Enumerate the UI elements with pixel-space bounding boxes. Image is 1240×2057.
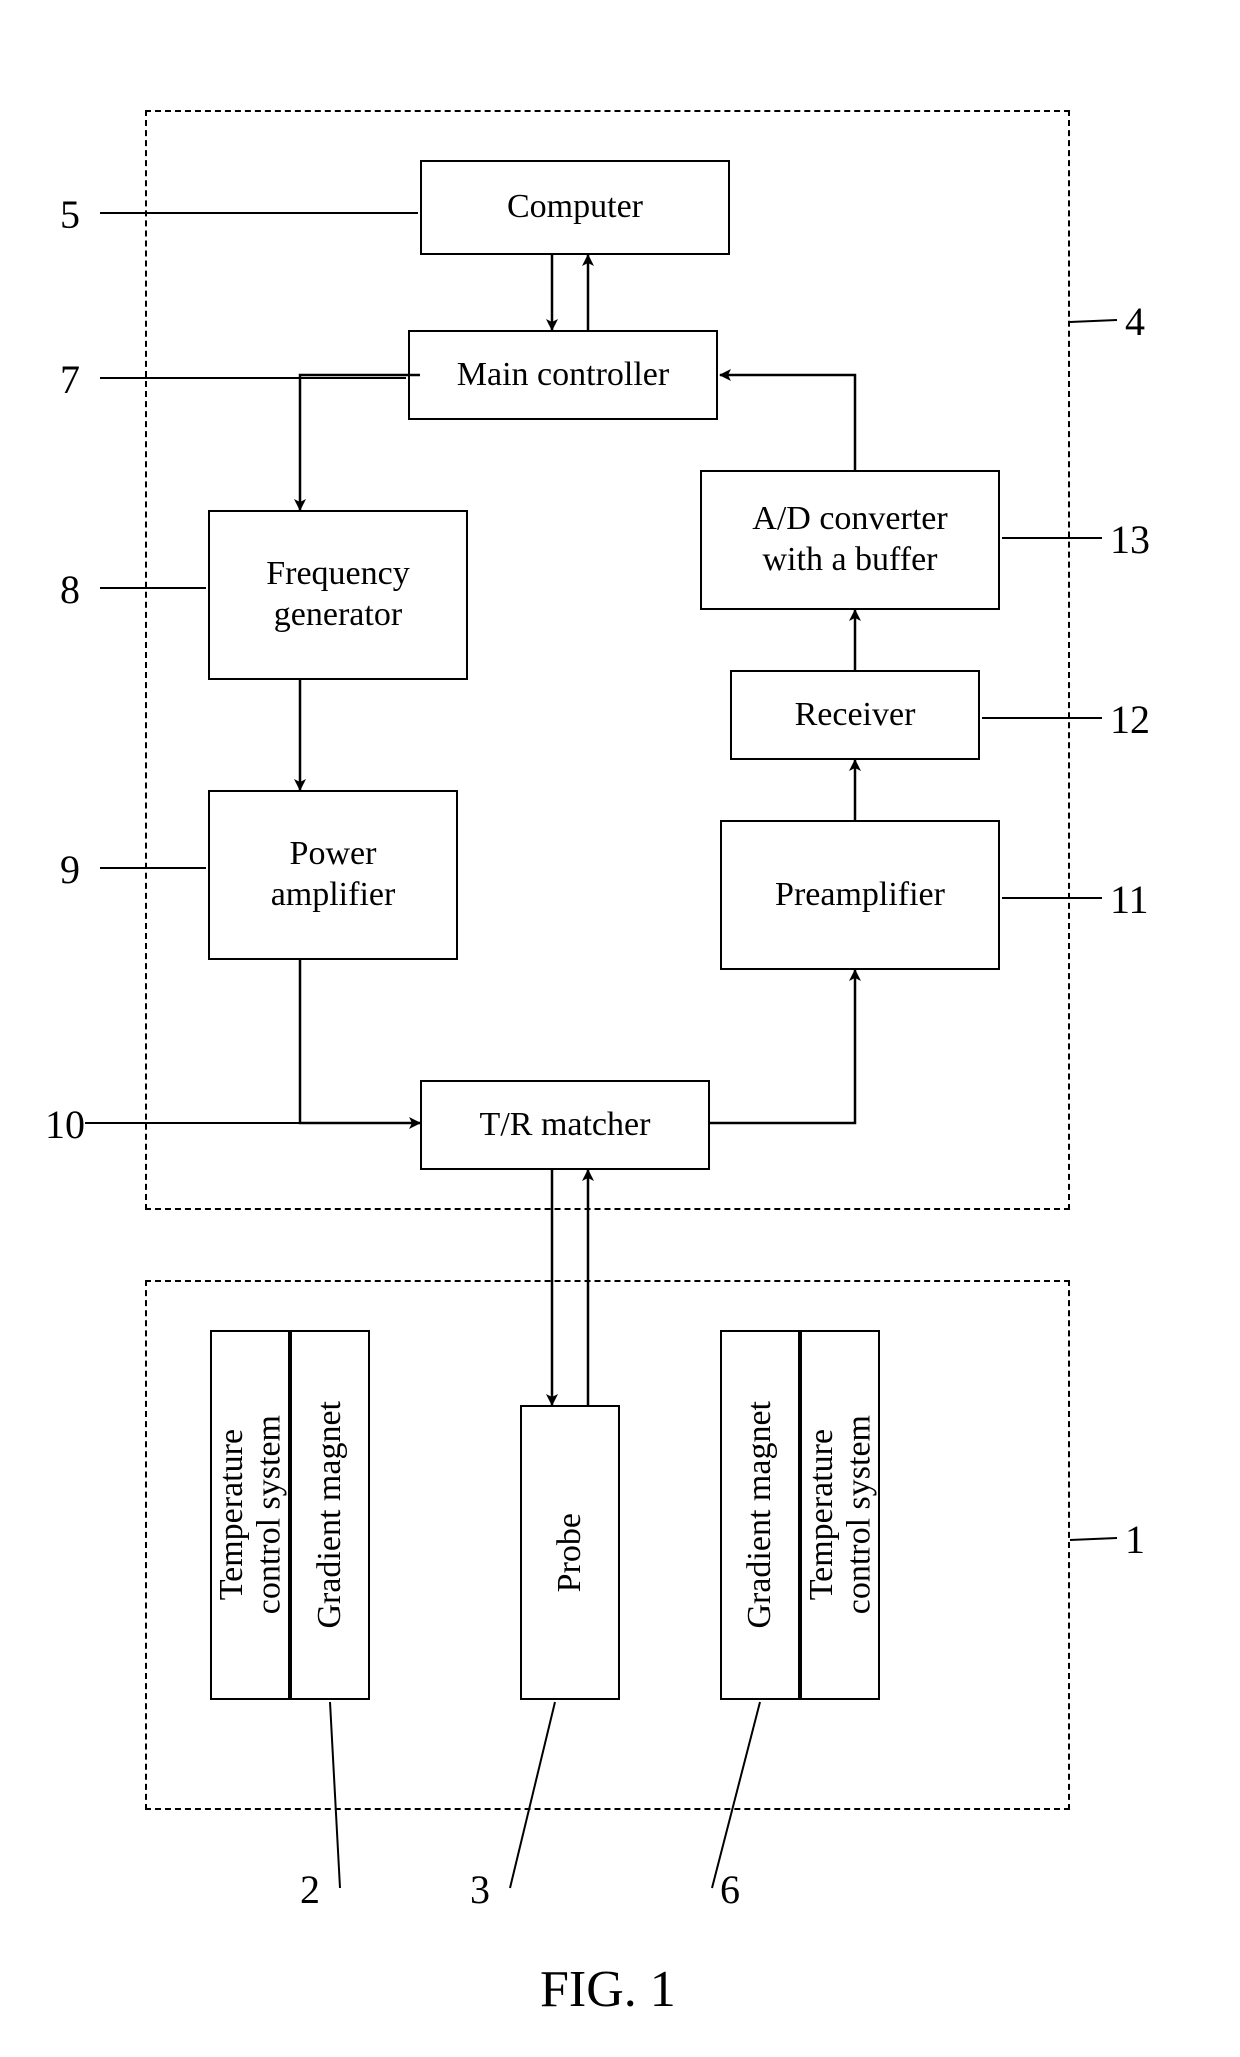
- receiver-box: Receiver: [730, 670, 980, 760]
- ref-3: 3: [470, 1870, 490, 1910]
- ref-7: 7: [60, 360, 80, 400]
- left-grad-panel: Gradient magnet: [290, 1330, 370, 1700]
- left-grad-label: Gradient magnet: [311, 1401, 348, 1629]
- left-temp-panel: Temperature control system: [210, 1330, 290, 1700]
- probe-panel: Probe: [520, 1405, 620, 1700]
- ref-13: 13: [1110, 520, 1150, 560]
- ref-2: 2: [300, 1870, 320, 1910]
- ref-8: 8: [60, 570, 80, 610]
- right-temp-label: Temperature control system: [803, 1415, 878, 1614]
- ref-4: 4: [1125, 302, 1145, 342]
- ref-5: 5: [60, 195, 80, 235]
- probe-label: Probe: [551, 1513, 588, 1592]
- ref-6: 6: [720, 1870, 740, 1910]
- figure-caption: FIG. 1: [540, 1960, 676, 2019]
- ref-11: 11: [1110, 880, 1149, 920]
- power-amplifier-box: Power amplifier: [208, 790, 458, 960]
- right-temp-panel: Temperature control system: [800, 1330, 880, 1700]
- left-temp-label: Temperature control system: [213, 1415, 288, 1614]
- right-grad-panel: Gradient magnet: [720, 1330, 800, 1700]
- tr-matcher-box: T/R matcher: [420, 1080, 710, 1170]
- diagram-canvas: Computer Main controller Frequency gener…: [0, 0, 1240, 2057]
- computer-box: Computer: [420, 160, 730, 255]
- ref-9: 9: [60, 850, 80, 890]
- main-controller-box: Main controller: [408, 330, 718, 420]
- frequency-generator-box: Frequency generator: [208, 510, 468, 680]
- preamplifier-box: Preamplifier: [720, 820, 1000, 970]
- ref-10: 10: [45, 1105, 85, 1145]
- ref-1: 1: [1125, 1520, 1145, 1560]
- ref-12: 12: [1110, 700, 1150, 740]
- adc-box: A/D converter with a buffer: [700, 470, 1000, 610]
- right-grad-label: Gradient magnet: [741, 1401, 778, 1629]
